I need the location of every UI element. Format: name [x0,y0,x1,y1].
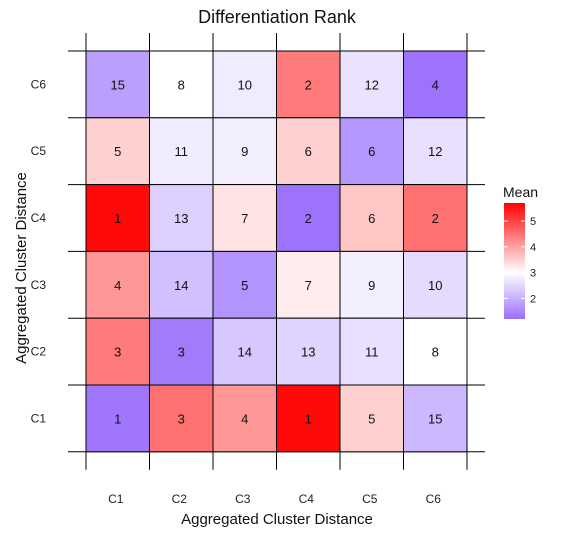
cell-value-label: 14 [174,278,188,293]
x-tick-label: C5 [362,492,378,506]
cell-value-label: 15 [428,411,442,426]
cell-value-label: 7 [305,278,312,293]
y-tick-label: C3 [31,278,47,292]
legend-tick-label: 5 [530,216,536,228]
heatmap-cell [276,250,341,319]
cell-value-label: 2 [305,211,312,226]
heatmap-cell [339,117,404,186]
y-tick-label: C5 [31,144,47,158]
cell-value-label: 2 [432,211,439,226]
cell-value-label: 1 [305,411,312,426]
heatmap-cell [212,250,277,319]
heatmap-cell [85,384,150,453]
heatmap-cell [403,117,468,186]
cell-value-label: 5 [241,278,248,293]
cell-value-label: 10 [238,77,252,92]
x-tick-label: C2 [172,492,188,506]
cell-value-label: 11 [175,144,189,159]
y-axis-title: Aggregated Cluster Distance [13,172,30,364]
heatmap-cell [212,384,277,453]
cell-value-label: 3 [178,345,185,360]
x-tick-label: C4 [299,492,315,506]
heatmap-cell [212,184,277,252]
heatmap-cell [339,317,404,386]
legend-tick-label: 4 [530,242,536,254]
cell-value-label: 1 [114,411,121,426]
heatmap-cell [403,384,468,453]
cell-value-label: 13 [174,211,188,226]
legend-color-bar [504,203,525,319]
cell-value-label: 5 [114,144,121,159]
cell-value-label: 9 [241,144,248,159]
heatmap-cell [212,50,277,119]
heatmap-cell [276,117,341,186]
x-axis-ticks: C1 C2 C3 C4 C5 C6 [108,492,441,506]
cell-value-label: 14 [238,345,252,360]
heatmap-cell [149,317,214,386]
cell-value-label: 8 [178,77,185,92]
cell-value-label: 3 [114,345,121,360]
heatmap-cells: 15 8 10 2 12 45 11 9 6 6 121 13 7 2 6 24 14 5 7 9 103 3 14 13 11… [85,50,468,453]
cell-value-label: 15 [111,77,125,92]
cell-value-label: 13 [301,345,315,360]
x-tick-label: C1 [108,492,124,506]
legend-title: Mean [503,184,538,200]
heatmap-cell [149,117,214,186]
y-tick-label: C6 [31,77,47,91]
cell-value-label: 11 [365,345,379,360]
cell-value-label: 6 [305,144,312,159]
cell-value-label: 12 [365,77,379,92]
heatmap-cell [403,50,468,119]
y-axis-ticks: C1 C2 C3 C4 C5 C6 [31,77,47,425]
y-tick-label: C2 [31,345,47,359]
heatmap-cell [276,384,341,453]
heatmap-cell [212,117,277,186]
cell-value-label: 1 [114,211,121,226]
cell-value-label: 9 [368,278,375,293]
heatmap-cell [403,250,468,319]
x-axis-title: Aggregated Cluster Distance [181,511,373,528]
color-legend: Mean 2 3 4 5 [503,184,538,319]
cell-value-label: 12 [428,144,442,159]
cell-value-label: 10 [428,278,442,293]
heatmap-cell [85,117,150,186]
cell-value-label: 6 [368,211,375,226]
heatmap-cell [85,317,150,386]
cell-value-label: 6 [368,144,375,159]
cell-value-label: 7 [241,211,248,226]
chart-title: Differentiation Rank [198,7,357,27]
heatmap-cell [403,317,468,386]
cell-value-label: 3 [178,411,185,426]
x-tick-label: C6 [426,492,442,506]
heatmap-cell [339,250,404,319]
cell-value-label: 4 [432,77,439,92]
cell-value-label: 4 [241,411,248,426]
cell-value-label: 4 [114,278,121,293]
cell-value-label: 8 [432,345,439,360]
x-tick-label: C3 [235,492,251,506]
cell-value-label: 5 [368,411,375,426]
heatmap-cell [276,317,341,386]
y-tick-label: C1 [31,411,47,425]
heatmap-cell [276,184,341,252]
heatmap-cell [212,317,277,386]
heatmap-cell [149,384,214,453]
heatmap-cell [339,384,404,453]
legend-tick-label: 3 [530,268,536,280]
y-tick-label: C4 [31,211,47,225]
legend-tick-label: 2 [530,293,536,305]
cell-value-label: 2 [305,77,312,92]
